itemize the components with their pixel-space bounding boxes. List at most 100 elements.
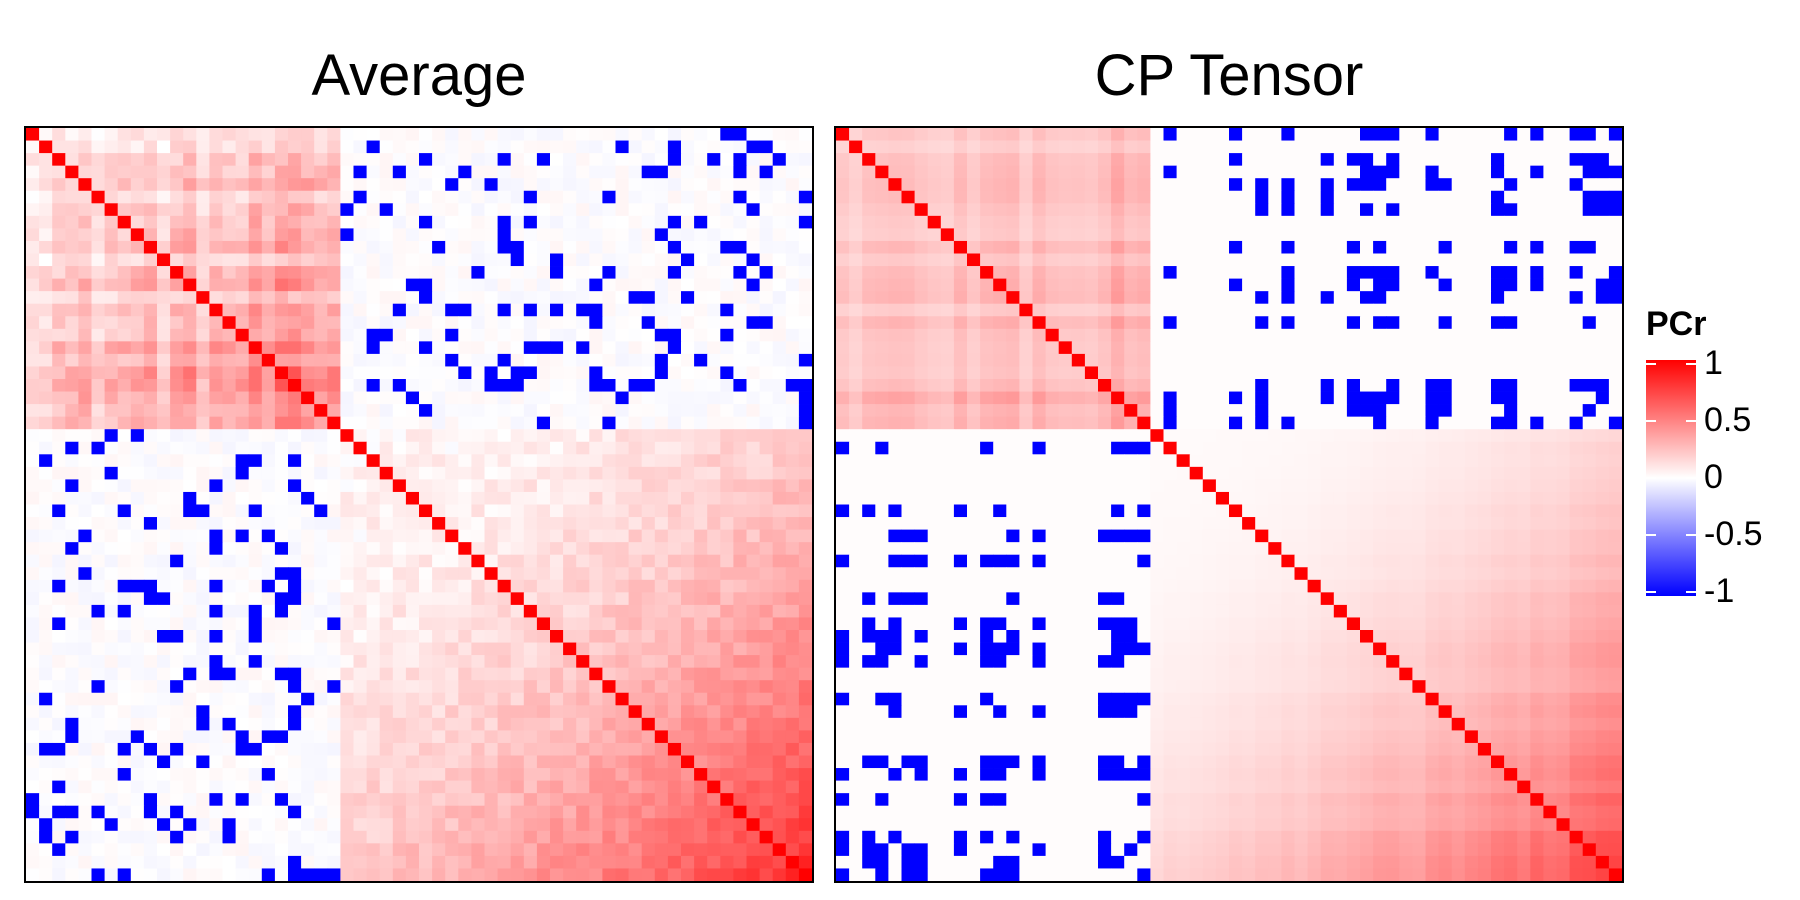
heatmap-cell: [209, 630, 223, 643]
heatmap-cell: [497, 855, 512, 869]
heatmap-cell: [157, 429, 171, 443]
heatmap-cell: [183, 567, 197, 581]
heatmap-cell: [209, 178, 223, 192]
heatmap-cell: [733, 868, 747, 881]
heatmap-cell: [301, 554, 315, 568]
heatmap-cell: [798, 667, 812, 681]
heatmap-cell: [681, 755, 695, 769]
heatmap-cell: [196, 517, 210, 530]
heatmap-cell: [445, 178, 459, 192]
heatmap-cell: [1477, 366, 1492, 380]
heatmap-cell: [104, 128, 119, 141]
heatmap-cell: [170, 153, 184, 167]
heatmap-cell: [654, 316, 669, 330]
heatmap-cell: [772, 730, 787, 744]
heatmap-cell: [914, 379, 929, 392]
heatmap-cell: [746, 165, 760, 179]
heatmap-cell: [379, 793, 394, 807]
heatmap-cell: [1281, 266, 1295, 279]
heatmap-cell: [1608, 190, 1622, 204]
heatmap-cell: [759, 517, 774, 530]
heatmap-cell: [274, 742, 289, 756]
heatmap-cell: [1491, 165, 1505, 179]
heatmap-cell: [65, 190, 79, 204]
heatmap-cell: [419, 291, 433, 305]
heatmap-cell: [628, 278, 643, 292]
heatmap-cell: [1569, 328, 1584, 342]
heatmap-cell: [759, 504, 774, 518]
heatmap-cell: [91, 153, 105, 167]
heatmap-cell: [602, 655, 616, 669]
heatmap-cell: [772, 604, 787, 618]
heatmap-cell: [26, 303, 40, 317]
heatmap-cell: [1307, 341, 1322, 355]
heatmap-cell: [248, 240, 263, 254]
heatmap-cell: [667, 705, 682, 719]
heatmap-cell: [458, 642, 472, 656]
heatmap-cell: [183, 680, 197, 694]
heatmap-cell: [720, 617, 734, 631]
heatmap-cell: [1346, 366, 1361, 380]
heatmap-cell: [39, 240, 53, 254]
heatmap-cell: [1294, 328, 1308, 342]
heatmap-cell: [563, 642, 577, 656]
heatmap-cell: [888, 190, 902, 204]
heatmap-cell: [798, 178, 812, 192]
heatmap-cell: [681, 667, 695, 681]
heatmap-cell: [1595, 190, 1610, 204]
heatmap-cell: [314, 215, 328, 229]
heatmap-cell: [301, 592, 315, 606]
heatmap-cell: [798, 680, 812, 694]
heatmap-cell: [888, 140, 902, 154]
heatmap-cell: [1425, 228, 1439, 242]
heatmap-cell: [248, 592, 263, 606]
heatmap-cell: [170, 604, 184, 618]
heatmap-cell: [953, 128, 968, 141]
heatmap-cell: [1215, 379, 1230, 392]
heatmap-cell: [235, 517, 250, 530]
heatmap-cell: [288, 278, 302, 292]
heatmap-cell: [707, 278, 721, 292]
heatmap-cell: [1464, 240, 1479, 254]
heatmap-cell: [602, 416, 616, 430]
heatmap-cell: [314, 341, 328, 355]
heatmap-cell: [39, 592, 53, 606]
heatmap-cell: [550, 466, 564, 480]
heatmap-cell: [1098, 328, 1112, 342]
heatmap-cell: [707, 768, 721, 781]
heatmap-cell: [405, 253, 420, 267]
heatmap-cell: [681, 642, 695, 656]
heatmap-cell: [1464, 391, 1479, 405]
heatmap-cell: [484, 215, 498, 229]
heatmap-cell: [523, 642, 538, 656]
heatmap-cell: [1281, 379, 1295, 392]
heatmap-cell: [353, 240, 367, 254]
heatmap-cell: [222, 567, 236, 581]
heatmap-cell: [261, 542, 276, 556]
heatmap-cell: [314, 479, 328, 493]
heatmap-cell: [602, 793, 616, 807]
heatmap-cell: [274, 529, 289, 543]
heatmap-cell: [432, 730, 446, 744]
heatmap-cell: [667, 517, 682, 530]
heatmap-cell: [1491, 240, 1505, 254]
heatmap-cell: [445, 717, 459, 731]
heatmap-cell: [366, 215, 381, 229]
heatmap-cell: [1255, 366, 1269, 380]
heatmap-cell: [1150, 316, 1164, 330]
heatmap-cell: [772, 140, 787, 154]
heatmap-cell: [497, 642, 512, 656]
heatmap-cell: [1517, 341, 1531, 355]
heatmap-cell: [379, 617, 394, 631]
heatmap-cell: [170, 655, 184, 669]
heatmap-cell: [432, 479, 446, 493]
heatmap-cell: [379, 291, 394, 305]
heatmap-cell: [301, 529, 315, 543]
heatmap-cell: [157, 140, 171, 154]
heatmap-cell: [366, 454, 381, 468]
heatmap-cell: [484, 855, 498, 869]
heatmap-cell: [772, 178, 787, 192]
heatmap-cell: [550, 843, 564, 857]
heatmap-cell: [484, 391, 498, 405]
heatmap-cell: [694, 717, 708, 731]
